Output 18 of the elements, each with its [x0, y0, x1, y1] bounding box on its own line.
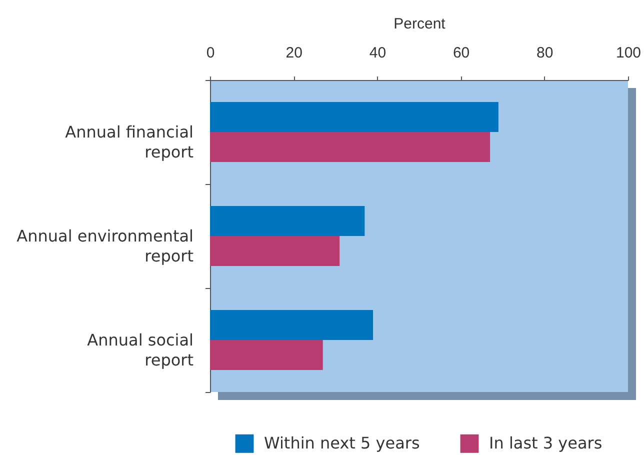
x-axis-title: Percent: [394, 16, 446, 32]
legend-label: Within next 5 years: [264, 434, 420, 453]
bar: [210, 236, 340, 266]
bar: [210, 310, 374, 340]
y-tick-label: Annual financial report: [65, 122, 194, 162]
legend-label: In last 3 years: [489, 434, 602, 453]
x-tick-label: 80: [536, 44, 554, 62]
x-tick-label: 20: [286, 44, 302, 62]
y-tick-label: Annual social report: [87, 330, 194, 370]
bar: [210, 102, 498, 132]
bar: [210, 132, 490, 162]
x-tick-label: 60: [452, 44, 470, 62]
bar: [210, 206, 365, 236]
bar: [210, 340, 323, 370]
x-tick-label: 40: [369, 44, 386, 62]
x-tick-label: 0: [206, 44, 215, 62]
x-tick-label: 100: [616, 44, 642, 62]
y-tick-label: Annual environmental report: [16, 226, 194, 266]
